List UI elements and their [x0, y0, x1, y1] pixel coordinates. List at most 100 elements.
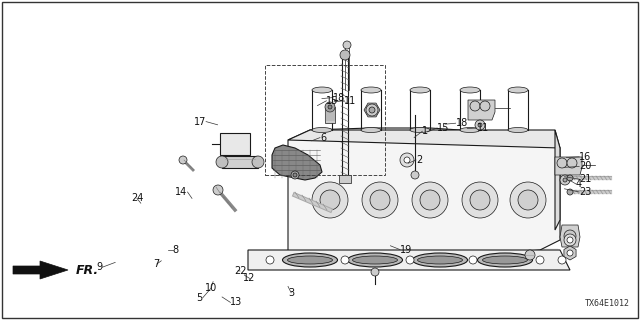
Circle shape — [179, 156, 187, 164]
Text: 13: 13 — [230, 297, 243, 308]
Circle shape — [536, 256, 544, 264]
Circle shape — [564, 234, 576, 246]
Text: 2: 2 — [416, 155, 422, 165]
Circle shape — [470, 190, 490, 210]
Circle shape — [312, 182, 348, 218]
Polygon shape — [272, 145, 322, 180]
Text: 7: 7 — [154, 259, 160, 269]
Circle shape — [558, 256, 566, 264]
Circle shape — [369, 107, 375, 113]
Circle shape — [567, 250, 573, 256]
Ellipse shape — [312, 87, 332, 93]
Circle shape — [216, 156, 228, 168]
Text: 9: 9 — [96, 262, 102, 272]
Polygon shape — [288, 130, 560, 148]
Text: 11: 11 — [477, 123, 489, 133]
Circle shape — [518, 190, 538, 210]
Circle shape — [420, 190, 440, 210]
Text: 15: 15 — [437, 123, 449, 133]
Text: 23: 23 — [579, 187, 591, 197]
Polygon shape — [555, 157, 582, 175]
Text: 21: 21 — [579, 174, 591, 184]
Ellipse shape — [353, 256, 397, 264]
Ellipse shape — [460, 127, 480, 132]
Circle shape — [362, 182, 398, 218]
Circle shape — [213, 185, 223, 195]
Text: TX64E1012: TX64E1012 — [585, 299, 630, 308]
Bar — [265, 65, 385, 175]
Circle shape — [567, 237, 573, 243]
Ellipse shape — [417, 256, 463, 264]
Circle shape — [525, 250, 535, 260]
Text: 17: 17 — [194, 116, 206, 127]
Polygon shape — [13, 261, 68, 279]
Text: 18: 18 — [333, 92, 345, 103]
Circle shape — [341, 256, 349, 264]
Text: 16: 16 — [579, 152, 591, 162]
Ellipse shape — [508, 127, 528, 132]
Circle shape — [510, 182, 546, 218]
Text: 20: 20 — [579, 161, 591, 172]
Polygon shape — [564, 246, 576, 260]
Circle shape — [475, 120, 485, 130]
Polygon shape — [555, 130, 560, 230]
Text: 5: 5 — [196, 292, 203, 303]
Ellipse shape — [361, 87, 381, 93]
Circle shape — [370, 190, 390, 210]
Circle shape — [366, 104, 378, 116]
Text: 6: 6 — [320, 132, 326, 143]
Ellipse shape — [348, 253, 403, 267]
Circle shape — [567, 158, 577, 168]
Bar — [222, 156, 258, 168]
Text: 1: 1 — [422, 126, 429, 136]
Ellipse shape — [460, 87, 480, 93]
Polygon shape — [468, 100, 495, 120]
Text: 19: 19 — [400, 244, 412, 255]
Text: FR.: FR. — [76, 263, 99, 276]
Circle shape — [252, 156, 264, 168]
Text: 11: 11 — [344, 96, 356, 106]
Circle shape — [340, 50, 350, 60]
Bar — [339, 175, 351, 183]
Circle shape — [266, 256, 274, 264]
Text: 3: 3 — [288, 288, 294, 298]
Ellipse shape — [410, 127, 430, 132]
Text: 14: 14 — [175, 187, 188, 197]
Circle shape — [371, 268, 379, 276]
Circle shape — [293, 173, 297, 177]
Circle shape — [404, 157, 410, 163]
Circle shape — [328, 105, 332, 109]
Circle shape — [480, 101, 490, 111]
Circle shape — [406, 256, 414, 264]
Circle shape — [478, 123, 482, 127]
Circle shape — [400, 153, 414, 167]
Text: 24: 24 — [131, 193, 143, 204]
Text: 10: 10 — [205, 283, 218, 293]
Circle shape — [320, 190, 340, 210]
Circle shape — [560, 175, 570, 185]
Ellipse shape — [413, 253, 467, 267]
Ellipse shape — [477, 253, 532, 267]
Circle shape — [291, 171, 299, 179]
Polygon shape — [364, 103, 380, 117]
Circle shape — [343, 41, 351, 49]
Bar — [220, 133, 250, 155]
Polygon shape — [248, 250, 570, 270]
Ellipse shape — [508, 87, 528, 93]
Circle shape — [412, 182, 448, 218]
Text: 4: 4 — [576, 179, 582, 189]
Ellipse shape — [282, 253, 337, 267]
Circle shape — [411, 171, 419, 179]
Text: 22: 22 — [234, 266, 246, 276]
Circle shape — [557, 158, 567, 168]
Text: 8: 8 — [173, 244, 179, 255]
Ellipse shape — [287, 256, 333, 264]
Ellipse shape — [483, 256, 527, 264]
Bar — [325, 107, 335, 123]
Polygon shape — [288, 128, 560, 255]
Text: 15: 15 — [326, 96, 339, 106]
Circle shape — [563, 178, 567, 182]
Circle shape — [567, 175, 573, 181]
Text: 12: 12 — [243, 273, 256, 284]
Polygon shape — [560, 225, 580, 247]
